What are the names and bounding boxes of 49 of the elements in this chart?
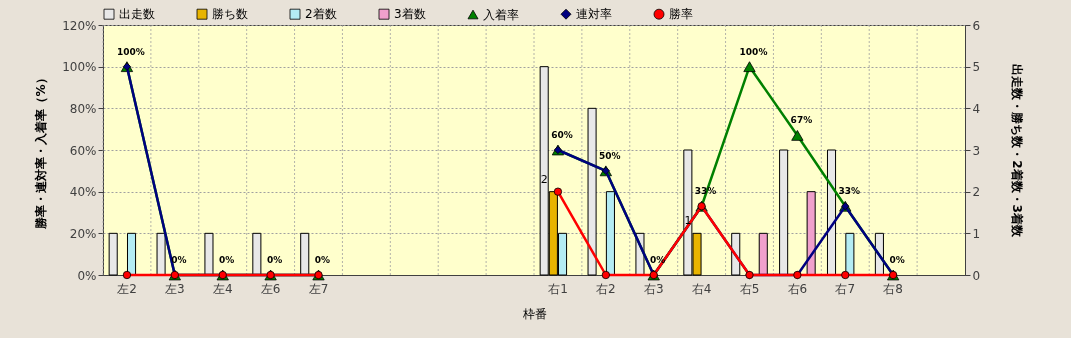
legend-label: 3着数 bbox=[394, 7, 426, 22]
x-tick-label: 左3 bbox=[165, 281, 185, 296]
y-tick-label: 0% bbox=[77, 268, 97, 283]
x-tick-label: 右4 bbox=[691, 281, 712, 296]
x-tick-label: 右5 bbox=[739, 281, 760, 296]
x-axis-title: 枠番 bbox=[521, 306, 547, 321]
data-label: 100% bbox=[739, 46, 768, 57]
legend-label: 出走数 bbox=[119, 7, 155, 22]
legend-label: 2着数 bbox=[305, 7, 337, 22]
x-tick-label: 右7 bbox=[835, 281, 856, 296]
x-tick-label: 左6 bbox=[260, 281, 281, 296]
y-tick-label: 120% bbox=[62, 18, 97, 33]
data-label: 60% bbox=[551, 130, 573, 140]
data-label: 0% bbox=[219, 255, 235, 265]
x-tick-label: 右1 bbox=[548, 281, 568, 296]
y2-tick-label: 3 bbox=[972, 143, 981, 158]
legend-label: 入着率 bbox=[483, 7, 519, 22]
y2-axis-title: 出走数・勝ち数・2着数・3着数 bbox=[1010, 64, 1025, 238]
y-tick-label: 100% bbox=[62, 60, 97, 75]
legend-label: 連対率 bbox=[576, 7, 612, 22]
legend-label: 勝ち数 bbox=[212, 7, 248, 22]
x-tick-label: 左7 bbox=[308, 281, 329, 296]
y-tick-label: 60% bbox=[69, 143, 97, 158]
y2-tick-label: 0 bbox=[972, 268, 981, 283]
y-tick-label: 20% bbox=[69, 226, 97, 241]
x-tick-label: 右3 bbox=[643, 281, 664, 296]
y2-tick-label: 5 bbox=[972, 60, 981, 75]
data-label: 33% bbox=[838, 186, 861, 197]
data-label: 50% bbox=[599, 150, 621, 161]
x-tick-label: 左4 bbox=[212, 281, 233, 296]
x-tick-label: 左2 bbox=[117, 281, 137, 296]
data-label: 2 bbox=[540, 172, 548, 186]
data-label: 100% bbox=[117, 46, 145, 57]
y-axis-title: 勝率・連対率・入着率（%） bbox=[34, 72, 49, 230]
data-label: 0% bbox=[889, 255, 905, 265]
y-tick-label: 40% bbox=[69, 185, 97, 200]
x-tick-label: 右6 bbox=[787, 281, 808, 296]
x-tick-label: 右2 bbox=[596, 281, 616, 296]
y2-tick-label: 4 bbox=[972, 101, 981, 116]
data-label: 1 bbox=[684, 214, 692, 228]
y2-tick-label: 6 bbox=[972, 18, 981, 33]
y2-tick-label: 2 bbox=[972, 185, 981, 200]
legend-label: 勝率 bbox=[669, 7, 693, 22]
y2-tick-label: 1 bbox=[972, 226, 981, 241]
data-label: 67% bbox=[790, 115, 813, 126]
data-label: 0% bbox=[266, 255, 283, 265]
y-tick-label: 80% bbox=[69, 101, 97, 116]
x-tick-label: 右8 bbox=[883, 281, 903, 296]
data-label: 0% bbox=[314, 255, 331, 265]
